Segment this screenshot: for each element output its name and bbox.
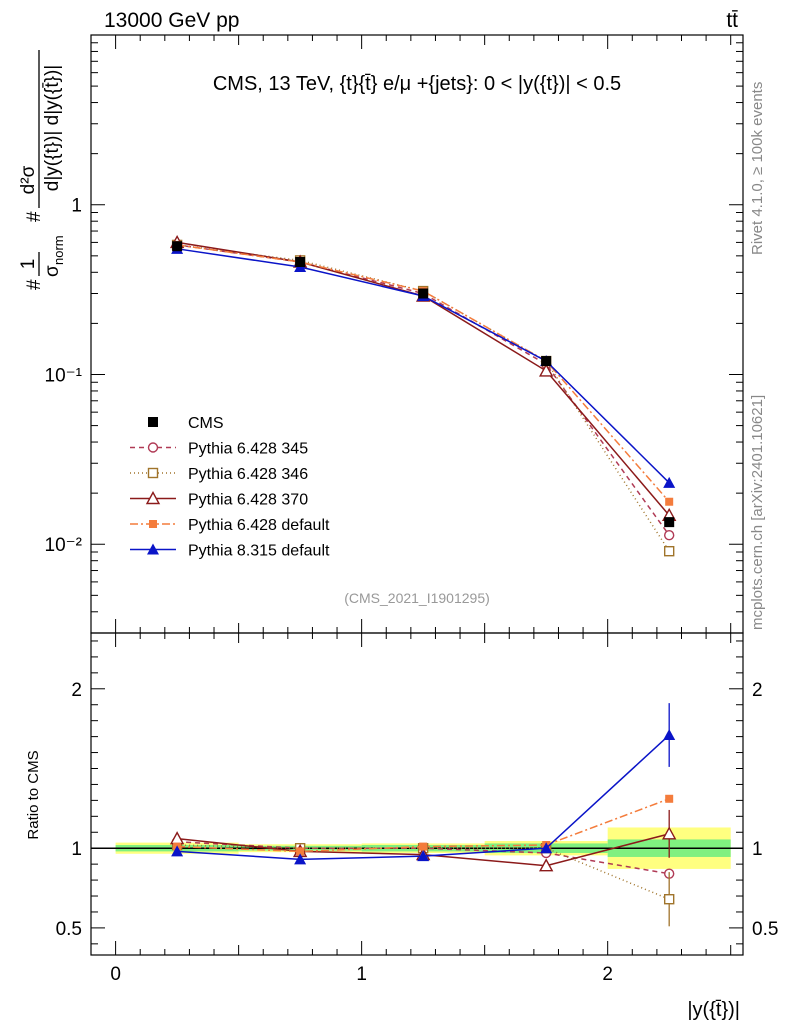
ratio-y-tick-label-right: 2 [752,680,763,701]
series-2-ratio-point [662,826,677,840]
legend-label-2: Pythia 6.428 370 [188,492,308,509]
series-4-ratio-point [294,853,307,865]
legend: CMS Pythia 6.428 345 Pythia 6.428 346 Pythi… [130,415,330,560]
header-left: 13000 GeV pp [104,9,239,32]
x-tick-label: 2 [602,964,613,985]
legend-entry-0: Pythia 6.428 345 [130,441,308,458]
legend-entry-3: Pythia 6.428 default [130,517,330,534]
series-4-ratio-point [417,850,430,862]
y-label-d2s: d²σ [18,165,39,194]
series-3-line [177,244,670,503]
legend-label-3: Pythia 6.428 default [188,517,330,534]
x-tick-label: 0 [110,964,121,985]
series-3-ratio-point [296,847,305,856]
legend-marker-3 [149,520,157,528]
legend-label-data: CMS [188,415,224,432]
legend-entry-2: Pythia 6.428 370 [130,491,308,509]
data-point [418,288,429,299]
x-axis-label: |y({t̄})| [687,999,740,1021]
y-tick-label: 10⁻¹ [45,365,83,386]
ratio-y-label: Ratio to CMS [25,750,42,839]
legend-label-1: Pythia 6.428 346 [188,466,308,483]
legend-entry-1: Pythia 6.428 346 [130,466,308,483]
header-right: tt̄ [726,9,738,32]
legend-marker-data [148,417,158,427]
legend-label-4: Pythia 8.315 default [188,543,330,560]
ratio-y-tick-label-right: 0.5 [752,919,778,940]
series-4-ratio-point [171,845,184,857]
plot-title: CMS, 13 TeV, {t}{t̄} e/μ +{jets}: 0 < |y… [213,73,621,95]
series-2-point [538,363,554,377]
y-tick-label: 1 [71,196,82,217]
legend-marker-4 [147,543,159,555]
analysis-id: (CMS_2021_I1901295) [344,590,490,606]
series-1-ratio-point [663,894,675,905]
data-point [295,256,306,267]
legend-marker-0 [147,442,159,453]
legend-entry-data: CMS [148,415,224,432]
y-tick-label: 10⁻² [45,535,83,556]
legend-marker-1 [147,467,159,479]
ratio-y-tick-label: 2 [71,680,82,701]
series-3-point [665,497,674,506]
series-1-point [663,545,675,557]
ratio-frame [90,632,744,956]
y-axis-label: # 1 σ norm # d²σ d|y({t})| d|y({t̄})| [18,50,66,290]
legend-marker-2 [145,491,161,505]
y-label-sigma: σ [42,265,63,277]
series-4-ratio-point [540,842,553,854]
side-site: mcplots.cern.ch [arXiv:2401.10621] [749,395,766,630]
main-plot: 1 10⁻¹ 10⁻² [45,34,744,634]
svg-text:#: # [24,279,45,290]
data-point [172,241,183,252]
x-tick-label: 1 [356,964,367,985]
series-4-ratio-line [177,734,670,861]
series-0-point [663,530,675,541]
series-3-ratio-point [419,842,428,851]
legend-entry-4: Pythia 8.315 default [130,543,330,560]
series-4-ratio-point [663,729,676,741]
data-point [541,356,552,367]
data-point [664,517,675,528]
ratio-y-tick-label-right: 1 [752,839,763,860]
y-label-norm: norm [51,235,66,265]
ratio-plot: 0 1 2 2 2 1 1 0.5 0.5 [56,632,778,985]
y-label-one: 1 [18,259,39,270]
series-3-ratio-point [665,794,674,803]
series-4-point [663,476,676,488]
svg-text:#: # [24,211,45,222]
side-rivet: Rivet 4.1.0, ≥ 100k events [749,82,766,255]
ratio-y-tick-label: 1 [71,839,82,860]
series-2-ratio-point [169,831,185,845]
series-2-ratio-point [538,858,554,872]
ratio-y-tick-label: 0.5 [56,919,82,940]
legend-label-0: Pythia 6.428 345 [188,441,308,458]
y-label-den: d|y({t})| d|y({t̄})| [42,65,63,191]
